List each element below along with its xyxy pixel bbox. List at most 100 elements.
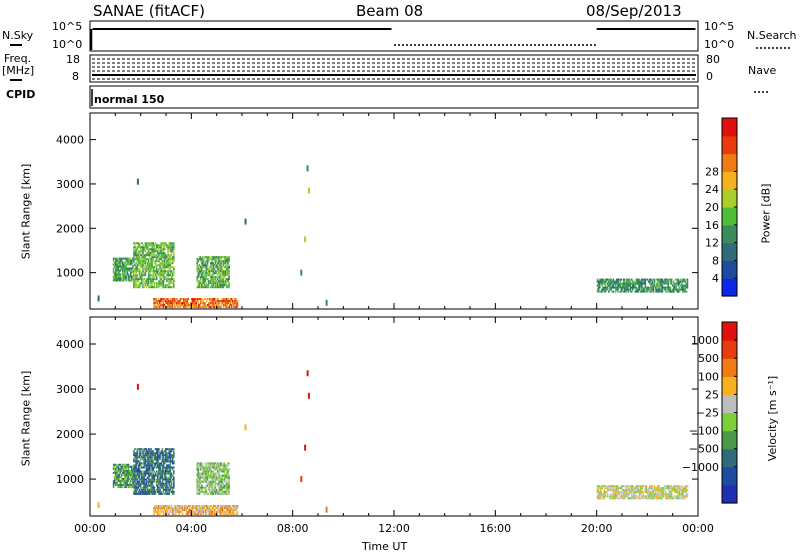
power-cell — [685, 284, 688, 287]
velocity-cell — [136, 486, 139, 489]
velocity-cell — [226, 486, 228, 489]
velocity-cell — [146, 470, 149, 473]
power-cell — [126, 263, 129, 266]
power-cell — [202, 272, 204, 275]
power-cell — [126, 273, 129, 276]
nsearch-tick-low: 10^0 — [704, 38, 735, 51]
velocity-cell — [597, 493, 600, 496]
power-cell — [667, 288, 669, 291]
velocity-cell — [226, 484, 228, 487]
velocity-cell — [127, 484, 130, 486]
power-cell — [678, 280, 681, 283]
power-cell — [173, 258, 175, 261]
velocity-cell — [188, 511, 191, 513]
power-cell — [185, 300, 187, 303]
velocity-cell — [115, 469, 117, 472]
power-cell — [233, 304, 235, 307]
power-cell — [134, 280, 136, 283]
velocity-cell — [204, 476, 206, 479]
nsky-label: N.Sky — [2, 29, 34, 42]
power-cell — [170, 276, 173, 279]
power-cell — [224, 282, 227, 285]
velocity-cell — [629, 489, 632, 492]
velocity-point — [300, 476, 303, 483]
power-cell — [221, 272, 224, 275]
power-cell — [167, 278, 169, 281]
velocity-cell — [218, 462, 220, 465]
power-cell — [226, 302, 228, 305]
power-cell — [212, 304, 215, 307]
power-cell — [230, 306, 233, 309]
power-cell — [159, 246, 161, 249]
velocity-cell — [123, 482, 125, 484]
power-cell — [629, 284, 632, 287]
velocity-cell — [218, 470, 220, 473]
velocity-cell — [161, 486, 164, 489]
velocity-cell — [220, 486, 222, 489]
power-cell — [170, 306, 172, 309]
power-cell — [166, 256, 168, 259]
power-cell — [233, 302, 235, 305]
velocity-cell — [155, 484, 158, 487]
power-cell — [117, 275, 119, 278]
power-cell — [142, 286, 144, 289]
velocity-cell — [150, 454, 152, 457]
velocity-cell — [204, 462, 206, 465]
velocity-cell — [124, 471, 126, 474]
power-cell — [173, 244, 175, 247]
power-cell — [228, 276, 230, 279]
power-cell — [154, 262, 157, 265]
velocity-cell — [120, 482, 123, 484]
power-cell — [138, 260, 141, 263]
velocity-cell — [203, 507, 206, 509]
nave-label: Nave — [748, 64, 777, 77]
velocity-cell — [210, 484, 212, 487]
power-cell — [169, 282, 172, 285]
velocity-cell — [162, 505, 165, 507]
power-cell — [663, 286, 666, 289]
power-cell — [214, 306, 217, 309]
power-cell — [196, 268, 198, 271]
velocity-cell — [677, 491, 680, 494]
power-cell — [141, 264, 143, 267]
velocity-cell — [203, 490, 205, 493]
velocity-cell — [152, 486, 154, 489]
power-cell — [613, 280, 616, 283]
power-cell — [135, 262, 137, 265]
power-cell — [141, 266, 143, 269]
power-cell — [200, 302, 202, 305]
velocity-cell — [226, 505, 228, 507]
power-cell — [203, 258, 205, 261]
velocity-cell — [118, 463, 121, 466]
power-cell — [611, 280, 614, 283]
power-cell — [151, 260, 153, 263]
power-cell — [681, 286, 683, 289]
velocity-cell — [222, 490, 225, 493]
power-cell — [136, 248, 139, 251]
velocity-cell — [149, 492, 151, 495]
power-cell — [223, 284, 226, 287]
power-cell — [146, 258, 149, 261]
power-cell — [139, 282, 142, 285]
velocity-cell — [173, 472, 175, 475]
power-cell — [181, 298, 184, 301]
power-cell — [603, 282, 606, 285]
power-cell — [223, 276, 226, 279]
power-cell — [198, 274, 201, 277]
velocity-cell — [154, 490, 157, 493]
velocity-cell — [640, 493, 642, 496]
velocity-cell — [597, 485, 600, 488]
velocity-cell — [170, 486, 173, 489]
velocity-cell — [170, 466, 173, 469]
velocity-cell — [201, 511, 203, 513]
velocity-cell — [146, 490, 149, 493]
velocity-cell — [154, 448, 157, 451]
power-cell — [235, 300, 237, 303]
power-cell — [206, 266, 209, 269]
power-cell — [120, 261, 123, 264]
velocity-cell — [207, 492, 210, 495]
power-cell — [151, 250, 153, 253]
velocity-cell — [161, 450, 164, 453]
power-cell — [168, 248, 170, 251]
velocity-cell — [161, 470, 164, 473]
